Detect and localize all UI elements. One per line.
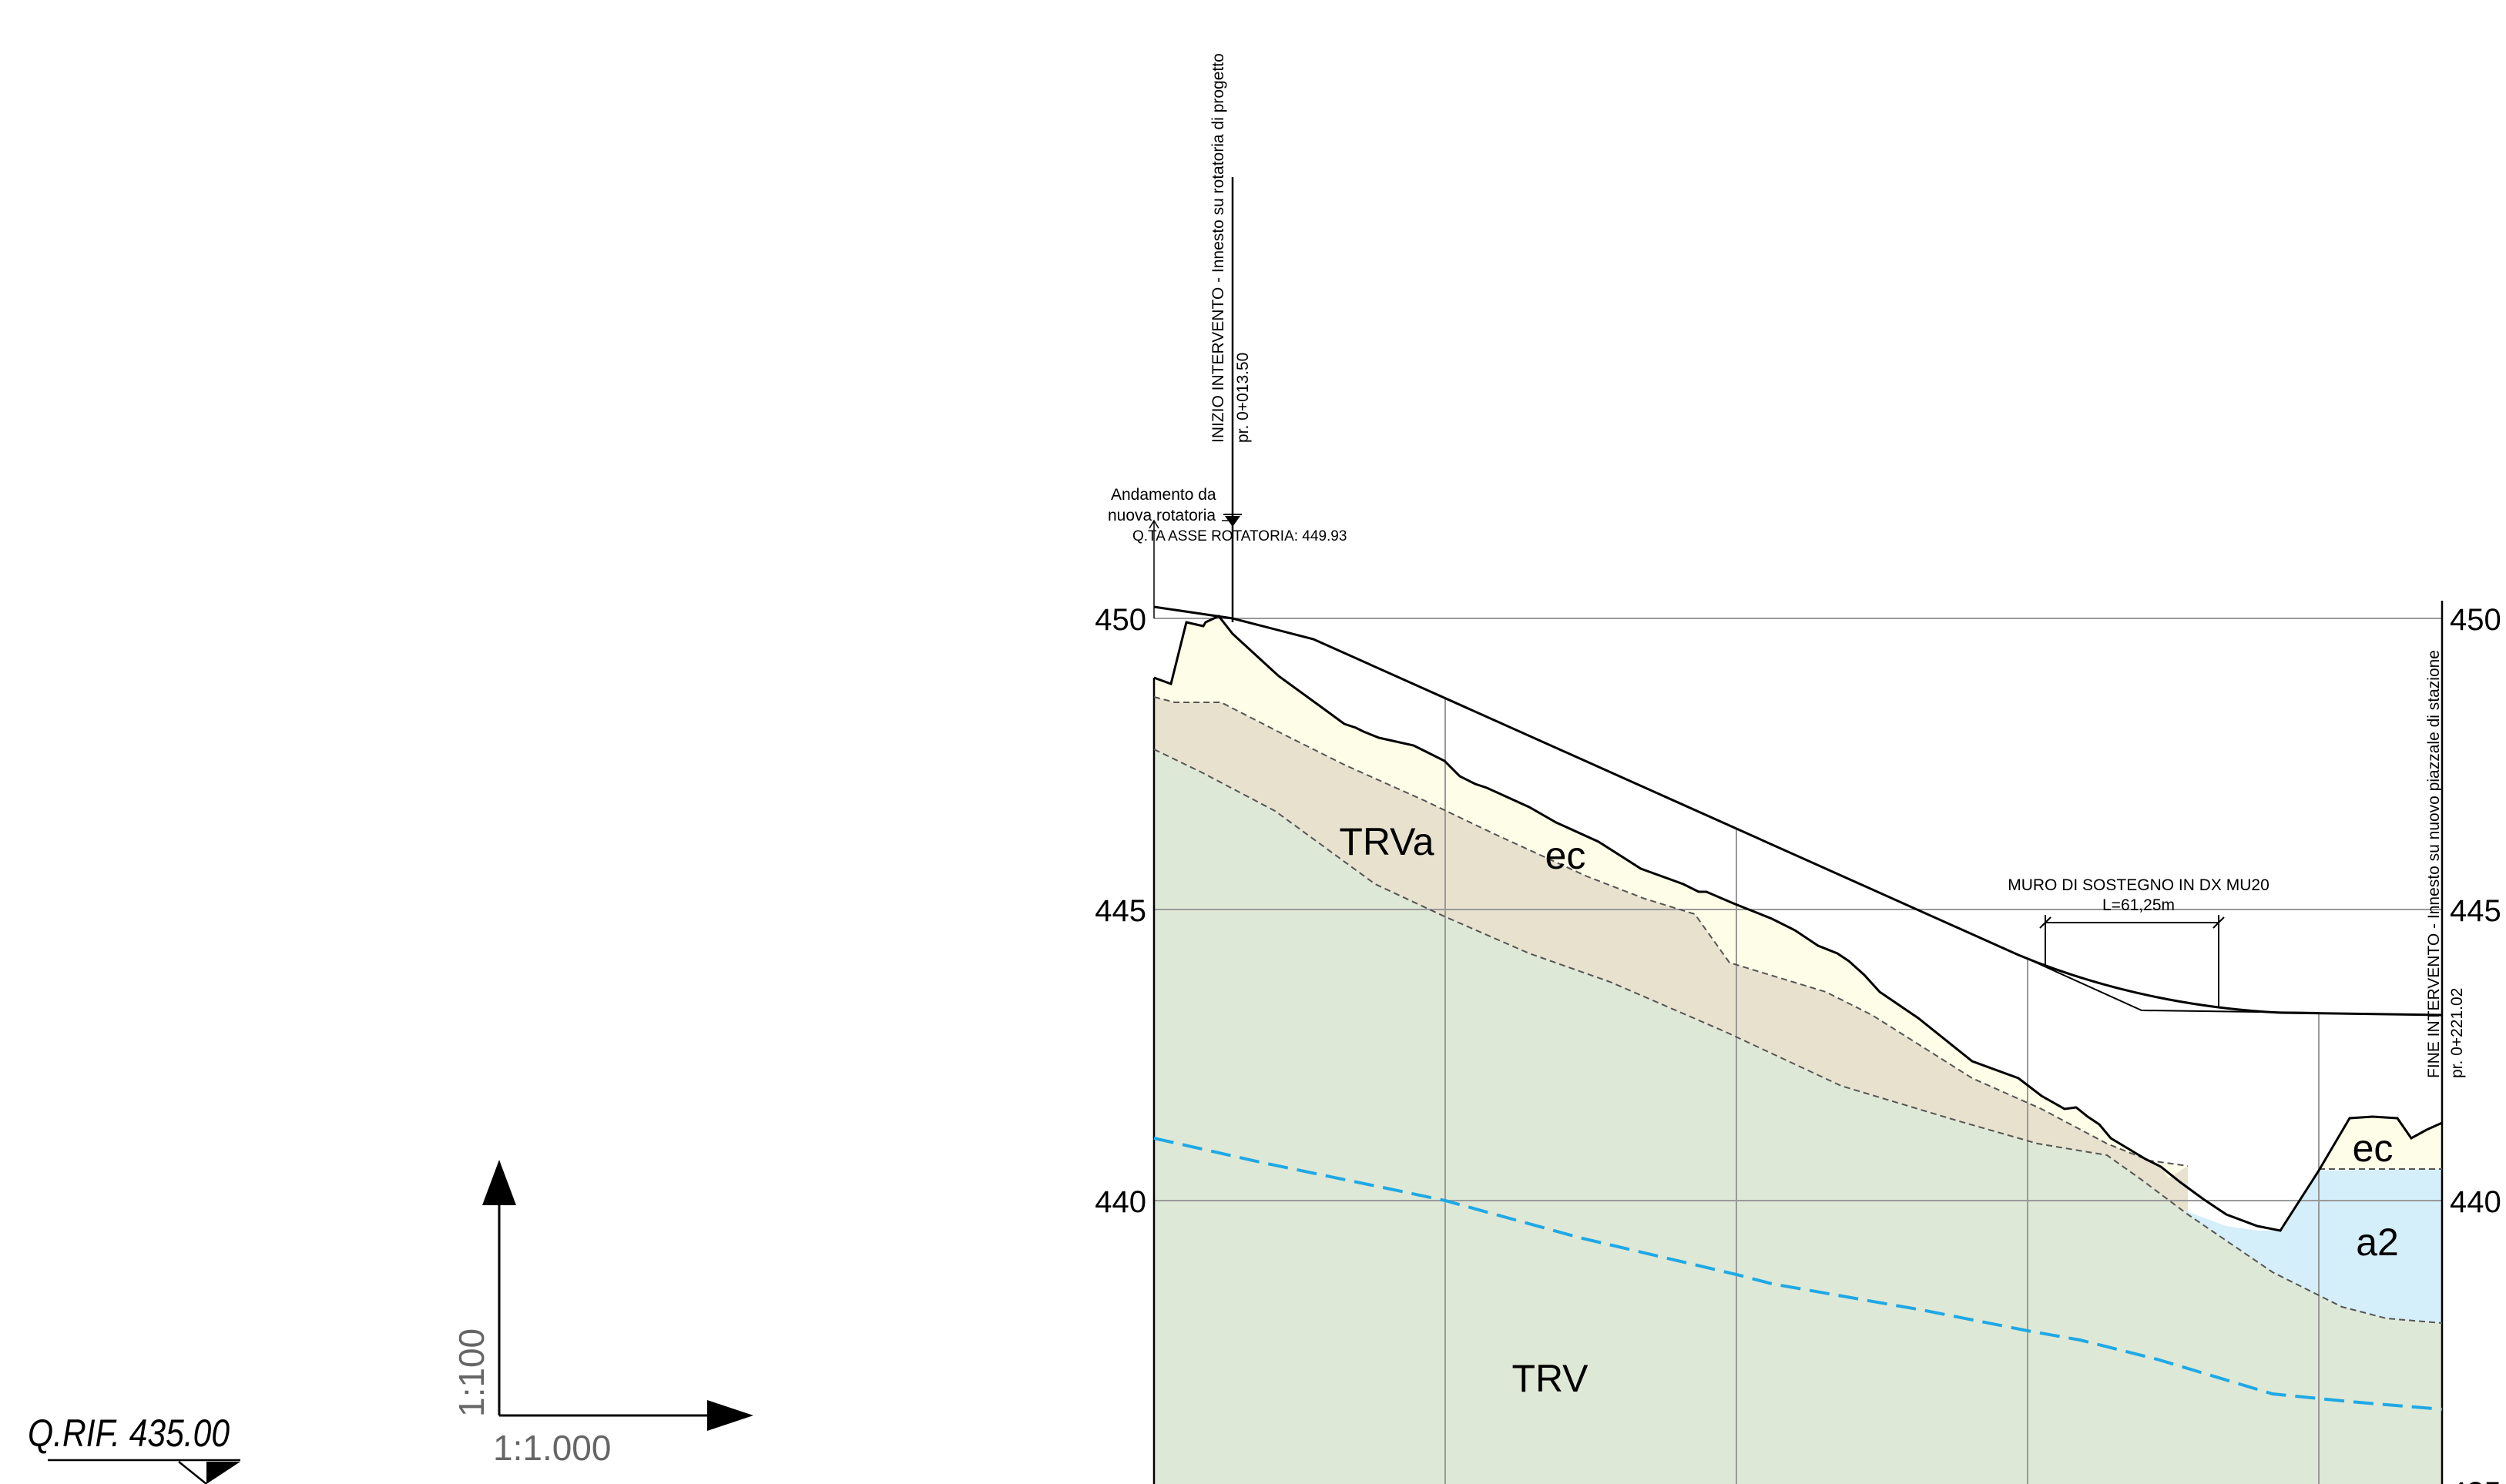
layer-label-trv: TRV: [1511, 1357, 1588, 1400]
elev-label-left-440: 440: [1095, 1185, 1146, 1219]
retaining-wall-title: MURO DI SOSTEGNO IN DX MU20: [2008, 876, 2269, 894]
wall-dimension-left-slash: [2039, 916, 2051, 929]
elev-label-left-445: 445: [1095, 894, 1146, 928]
project-grade-line: [1153, 605, 2443, 1017]
arrow-up-icon: [482, 1160, 516, 1205]
start-intervention-station: pr. 0+013.50: [1234, 353, 1252, 443]
reference-slant: [178, 1461, 207, 1484]
elev-label-left-450: 450: [1095, 603, 1146, 637]
layer-ec2-fill: [2319, 1117, 2442, 1171]
roundabout-note-line2: nuova rotatoria: [1108, 507, 1216, 524]
boundary-trva-top: [1153, 696, 2189, 1167]
roundabout-note-arrow: [1149, 519, 1159, 529]
layer-trv-fill: [1154, 749, 2442, 1484]
layer-boundaries: [1153, 696, 2443, 1324]
end-intervention-title: FINE INTERVENTO - Innesto su nuovo piazz…: [2425, 650, 2443, 1078]
layer-labels: TRVa ec ec a2 TRV: [1339, 820, 2398, 1400]
elev-label-right-445: 445: [2450, 894, 2501, 928]
elev-label-right-450: 450: [2450, 603, 2501, 637]
layer-ec-fill: [1154, 616, 2188, 1178]
wall-dimension-right-slash: [2212, 916, 2225, 929]
water-table-line: [1153, 1137, 2443, 1411]
scale-vertical-label: 1:100: [451, 1328, 491, 1417]
retaining-wall: [2027, 915, 2320, 1013]
reference-triangle-icon: [206, 1462, 240, 1484]
arrow-right-icon: [707, 1400, 753, 1431]
elev-label-right-440: 440: [2450, 1185, 2501, 1219]
layer-a2-fill: [2107, 1155, 2442, 1323]
reference-elevation-label: Q.RIF. 435.00: [28, 1412, 230, 1455]
start-elev-triangle: [1225, 516, 1240, 527]
roundabout-note-line1: Andamento da: [1111, 486, 1216, 504]
retaining-wall-length: L=61,25m: [2102, 896, 2175, 914]
layer-label-a2: a2: [2356, 1221, 2399, 1264]
roundabout-axis-elevation: Q.TA ASSE ROTATORIA: 449.93: [1132, 528, 1347, 544]
start-station-marker: [1149, 177, 1242, 622]
elevation-labels: 450 445 440 450 445 440 435: [1095, 603, 2501, 1484]
layer-label-ec-right: ec: [2353, 1127, 2394, 1170]
scale-indicator: [482, 1160, 753, 1431]
end-intervention-station: pr. 0+221.02: [2448, 988, 2466, 1078]
layer-label-ec: ec: [1545, 834, 1586, 877]
wall-top-line: [2027, 958, 2320, 1013]
layer-trva-fill: [1154, 697, 2188, 1214]
elev-label-right-435: 435: [2450, 1476, 2501, 1484]
start-intervention-title: INIZIO INTERVENTO - Innesto su rotatoria…: [1209, 53, 1227, 443]
geology-layers: [1154, 616, 2442, 1484]
scale-horizontal-label: 1:1.000: [493, 1428, 611, 1468]
existing-ground-line: [1153, 615, 2443, 1232]
layer-label-trva: TRVa: [1339, 820, 1434, 863]
elevation-grid: [1154, 618, 2442, 1484]
